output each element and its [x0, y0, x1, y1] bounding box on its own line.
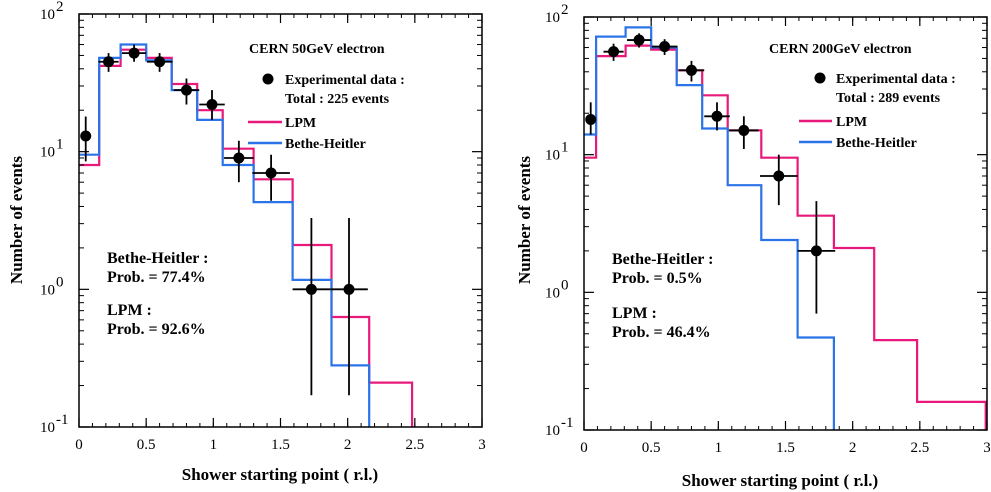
y-tick-exponent: -1 — [561, 415, 574, 431]
x-tick-label: 1.5 — [776, 440, 795, 456]
y-tick-label: 10 — [40, 145, 55, 161]
legend-bh-label: Bethe-Heitler — [285, 137, 366, 152]
y-axis-title: Number of events — [7, 156, 26, 284]
data-point — [80, 130, 92, 142]
x-tick-label: 2 — [849, 440, 857, 456]
data-point — [685, 64, 697, 76]
x-tick-label: 1.5 — [271, 437, 290, 453]
data-point — [659, 41, 671, 53]
data-point — [633, 34, 645, 46]
data-points — [80, 44, 368, 396]
stat-bh-prob: Prob. = 77.4% — [107, 269, 206, 286]
y-tick-exponent: 2 — [561, 2, 569, 18]
x-tick-label: 3 — [983, 440, 991, 456]
data-point — [810, 245, 822, 257]
x-tick-label: 0.5 — [137, 437, 156, 453]
legend-data-marker — [814, 72, 826, 84]
data-point — [773, 170, 785, 182]
data-point — [180, 84, 192, 96]
data-point — [305, 283, 317, 295]
y-tick-label: 10 — [545, 10, 560, 26]
legend-total: Total : 225 events — [285, 92, 390, 107]
data-points — [585, 33, 836, 314]
x-tick-label: 1 — [210, 437, 218, 453]
data-point — [608, 46, 620, 58]
y-tick-exponent: 0 — [561, 277, 569, 293]
data-point — [233, 152, 245, 164]
stat-bh-label: Bethe-Heitler : — [612, 251, 713, 268]
legend-lpm-label: LPM — [285, 116, 316, 131]
x-tick-label: 0 — [580, 440, 588, 456]
y-tick-exponent: 1 — [561, 140, 569, 156]
series-bethe-heitler-step — [584, 26, 987, 430]
series-bethe-heitler-step — [79, 43, 414, 427]
y-tick-label: 10 — [545, 285, 560, 301]
stat-lpm-label: LPM : — [107, 302, 152, 319]
simulation-steps — [79, 43, 414, 427]
legend-bh-label: Bethe-Heitler — [836, 136, 917, 151]
stat-bh-label: Bethe-Heitler : — [107, 250, 208, 267]
legend-total: Total : 289 events — [836, 91, 941, 106]
chart-title: CERN 200GeV electron — [769, 42, 912, 57]
y-tick-exponent: 0 — [56, 274, 64, 290]
x-axis-title: Shower starting point ( r.l.) — [682, 471, 878, 490]
x-tick-label: 3 — [478, 437, 486, 453]
stat-lpm-prob: Prob. = 46.4% — [612, 324, 711, 341]
y-axis-title: Number of events — [515, 156, 534, 284]
y-tick-exponent: 2 — [56, 0, 64, 15]
y-tick-exponent: 1 — [56, 137, 64, 153]
y-tick-label: 10 — [545, 423, 560, 439]
data-point — [154, 56, 166, 68]
data-point — [206, 99, 218, 111]
y-tick-label: 10 — [40, 282, 55, 298]
legend-lpm-label: LPM — [836, 115, 867, 130]
x-tick-label: 1 — [715, 440, 723, 456]
stat-bh-prob: Prob. = 0.5% — [612, 270, 703, 287]
x-tick-label: 0.5 — [642, 440, 661, 456]
stat-lpm-prob: Prob. = 92.6% — [107, 321, 206, 338]
stat-lpm-label: LPM : — [612, 305, 657, 322]
x-tick-label: 2.5 — [405, 437, 424, 453]
legend-data-label: Experimental data : — [285, 73, 405, 88]
x-axis-title: Shower starting point ( r.l.) — [182, 465, 378, 484]
x-tick-label: 2.5 — [910, 440, 929, 456]
data-point — [128, 47, 140, 59]
simulation-steps — [584, 26, 987, 430]
x-tick-label: 0 — [75, 437, 83, 453]
plot-frame — [78, 13, 483, 428]
data-point — [585, 114, 597, 126]
legend-data-marker — [262, 73, 274, 85]
data-point — [103, 56, 115, 68]
y-tick-exponent: -1 — [56, 412, 69, 428]
chart-title: CERN 50GeV electron — [249, 42, 385, 57]
data-point — [711, 110, 723, 122]
data-point — [265, 167, 277, 179]
y-tick-label: 10 — [40, 420, 55, 436]
x-tick-label: 2 — [344, 437, 352, 453]
y-tick-label: 10 — [545, 148, 560, 164]
y-tick-label: 10 — [40, 7, 55, 23]
data-point — [343, 283, 355, 295]
data-point — [738, 124, 750, 136]
legend-data-label: Experimental data : — [836, 72, 956, 87]
